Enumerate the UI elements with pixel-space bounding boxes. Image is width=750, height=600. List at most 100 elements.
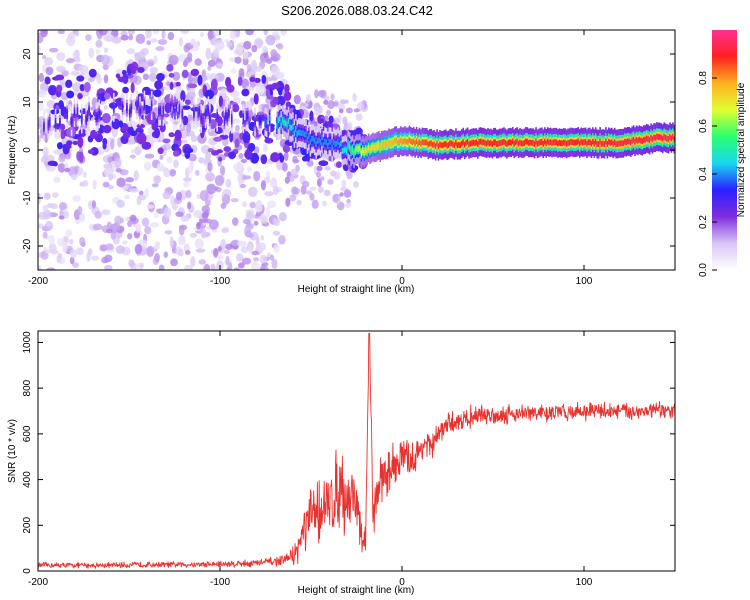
heatmap-cell <box>364 147 367 154</box>
chart-title: S206.2026.088.03.24.C42 <box>281 3 433 18</box>
heatmap-cell <box>613 139 616 146</box>
heatmap-cell <box>198 259 207 265</box>
heatmap-cell <box>130 105 133 112</box>
heatmap-cell <box>101 113 111 124</box>
x-tick-label: -100 <box>210 577 230 588</box>
colorbar-ticks: 0.0 0.2 0.4 0.6 0.8 <box>698 71 717 277</box>
heatmap-cell <box>40 30 48 38</box>
heatmap-cell <box>183 181 190 188</box>
heatmap-cell <box>414 140 417 147</box>
heatmap-cell <box>281 117 284 123</box>
heatmap-cell <box>275 95 286 106</box>
heatmap-cell <box>144 226 152 235</box>
heatmap-cell <box>111 127 118 138</box>
heatmap-cell <box>214 174 225 186</box>
heatmap-cell <box>69 256 75 265</box>
heatmap-cell <box>79 71 85 77</box>
heatmap-cell <box>279 154 285 163</box>
heatmap-cell <box>85 116 87 123</box>
heatmap-cell <box>341 148 344 154</box>
heatmap-cell <box>335 161 342 168</box>
heatmap-cell <box>495 141 498 147</box>
heatmap-cell <box>159 154 164 160</box>
heatmap-cell <box>144 161 152 171</box>
heatmap-cell <box>391 140 393 147</box>
heatmap-cell <box>226 41 233 48</box>
heatmap-cell <box>174 129 182 141</box>
heatmap-cell <box>114 157 122 169</box>
heatmap-cell <box>201 212 209 219</box>
heatmap-cell <box>509 139 511 146</box>
heatmap-cell <box>70 118 73 125</box>
heatmap-cell <box>522 140 524 147</box>
heatmap-cell <box>66 90 75 99</box>
heatmap-cell <box>217 254 224 260</box>
heatmap-cell <box>221 227 229 234</box>
heatmap-cell <box>194 58 202 66</box>
heatmap-cell <box>350 147 352 154</box>
heatmap-cell <box>170 110 180 120</box>
heatmap-cell <box>56 84 63 93</box>
heatmap-cell <box>76 75 85 82</box>
heatmap-cell <box>46 99 56 109</box>
heatmap-cell <box>111 36 122 44</box>
heatmap-cell <box>120 31 128 36</box>
heatmap-cell <box>565 141 568 147</box>
heatmap-cell <box>530 139 533 146</box>
heatmap-cell <box>59 120 61 127</box>
heatmap-cell <box>224 249 230 254</box>
heatmap-cell <box>153 175 162 184</box>
heatmap-cell <box>256 65 262 72</box>
heatmap-cell <box>265 34 276 46</box>
colorbar-gradient <box>712 30 737 270</box>
y-tick-label: 600 <box>22 425 33 442</box>
heatmap-cell <box>260 235 265 241</box>
heatmap-cell <box>233 49 239 55</box>
heatmap-cell <box>142 73 150 81</box>
heatmap-cell <box>450 140 453 147</box>
heatmap-cell <box>578 140 581 147</box>
heatmap-cell <box>309 192 315 201</box>
heatmap-cell <box>61 70 69 77</box>
heatmap-cell <box>207 65 212 71</box>
heatmap-cell <box>487 139 489 146</box>
heatmap-cell <box>641 138 644 144</box>
heatmap-cell <box>632 136 635 143</box>
heatmap-cell <box>230 68 237 74</box>
heatmap-cell <box>63 210 70 219</box>
heatmap-cell <box>259 264 269 270</box>
heatmap-cell <box>242 218 251 225</box>
heatmap-cell <box>53 176 61 183</box>
heatmap-cell <box>535 138 537 145</box>
y-tick-label: 1000 <box>22 331 33 354</box>
heatmap-cell <box>506 141 508 148</box>
heatmap-cell <box>194 238 204 249</box>
heatmap-cell <box>408 137 411 143</box>
heatmap-cell <box>49 47 59 53</box>
heatmap-cell <box>317 117 325 125</box>
heatmap-cell <box>192 75 199 84</box>
heatmap-cell <box>322 142 325 149</box>
heatmap-cell <box>175 81 181 87</box>
heatmap-cell <box>253 93 259 105</box>
colorbar-tick-label: 0.0 <box>698 263 709 277</box>
heatmap-cell <box>315 141 317 147</box>
heatmap-cell <box>173 150 180 157</box>
heatmap-cell <box>62 144 70 155</box>
heatmap-cell <box>119 169 129 176</box>
heatmap-cell <box>193 110 195 116</box>
heatmap-cell <box>177 248 184 257</box>
heatmap-cell <box>270 177 278 189</box>
heatmap-cell <box>55 65 66 73</box>
heatmap-cell <box>344 146 347 153</box>
heatmap-cell <box>269 56 279 62</box>
heatmap-cell <box>136 102 138 109</box>
heatmap-cell <box>130 214 137 222</box>
heatmap-cell <box>659 134 661 140</box>
heatmap-cell <box>187 201 192 210</box>
heatmap-cell <box>224 243 233 250</box>
heatmap-cell <box>504 140 507 146</box>
heatmap-cell <box>168 132 175 138</box>
heatmap-cell <box>208 219 219 230</box>
heatmap-cell <box>265 206 271 218</box>
